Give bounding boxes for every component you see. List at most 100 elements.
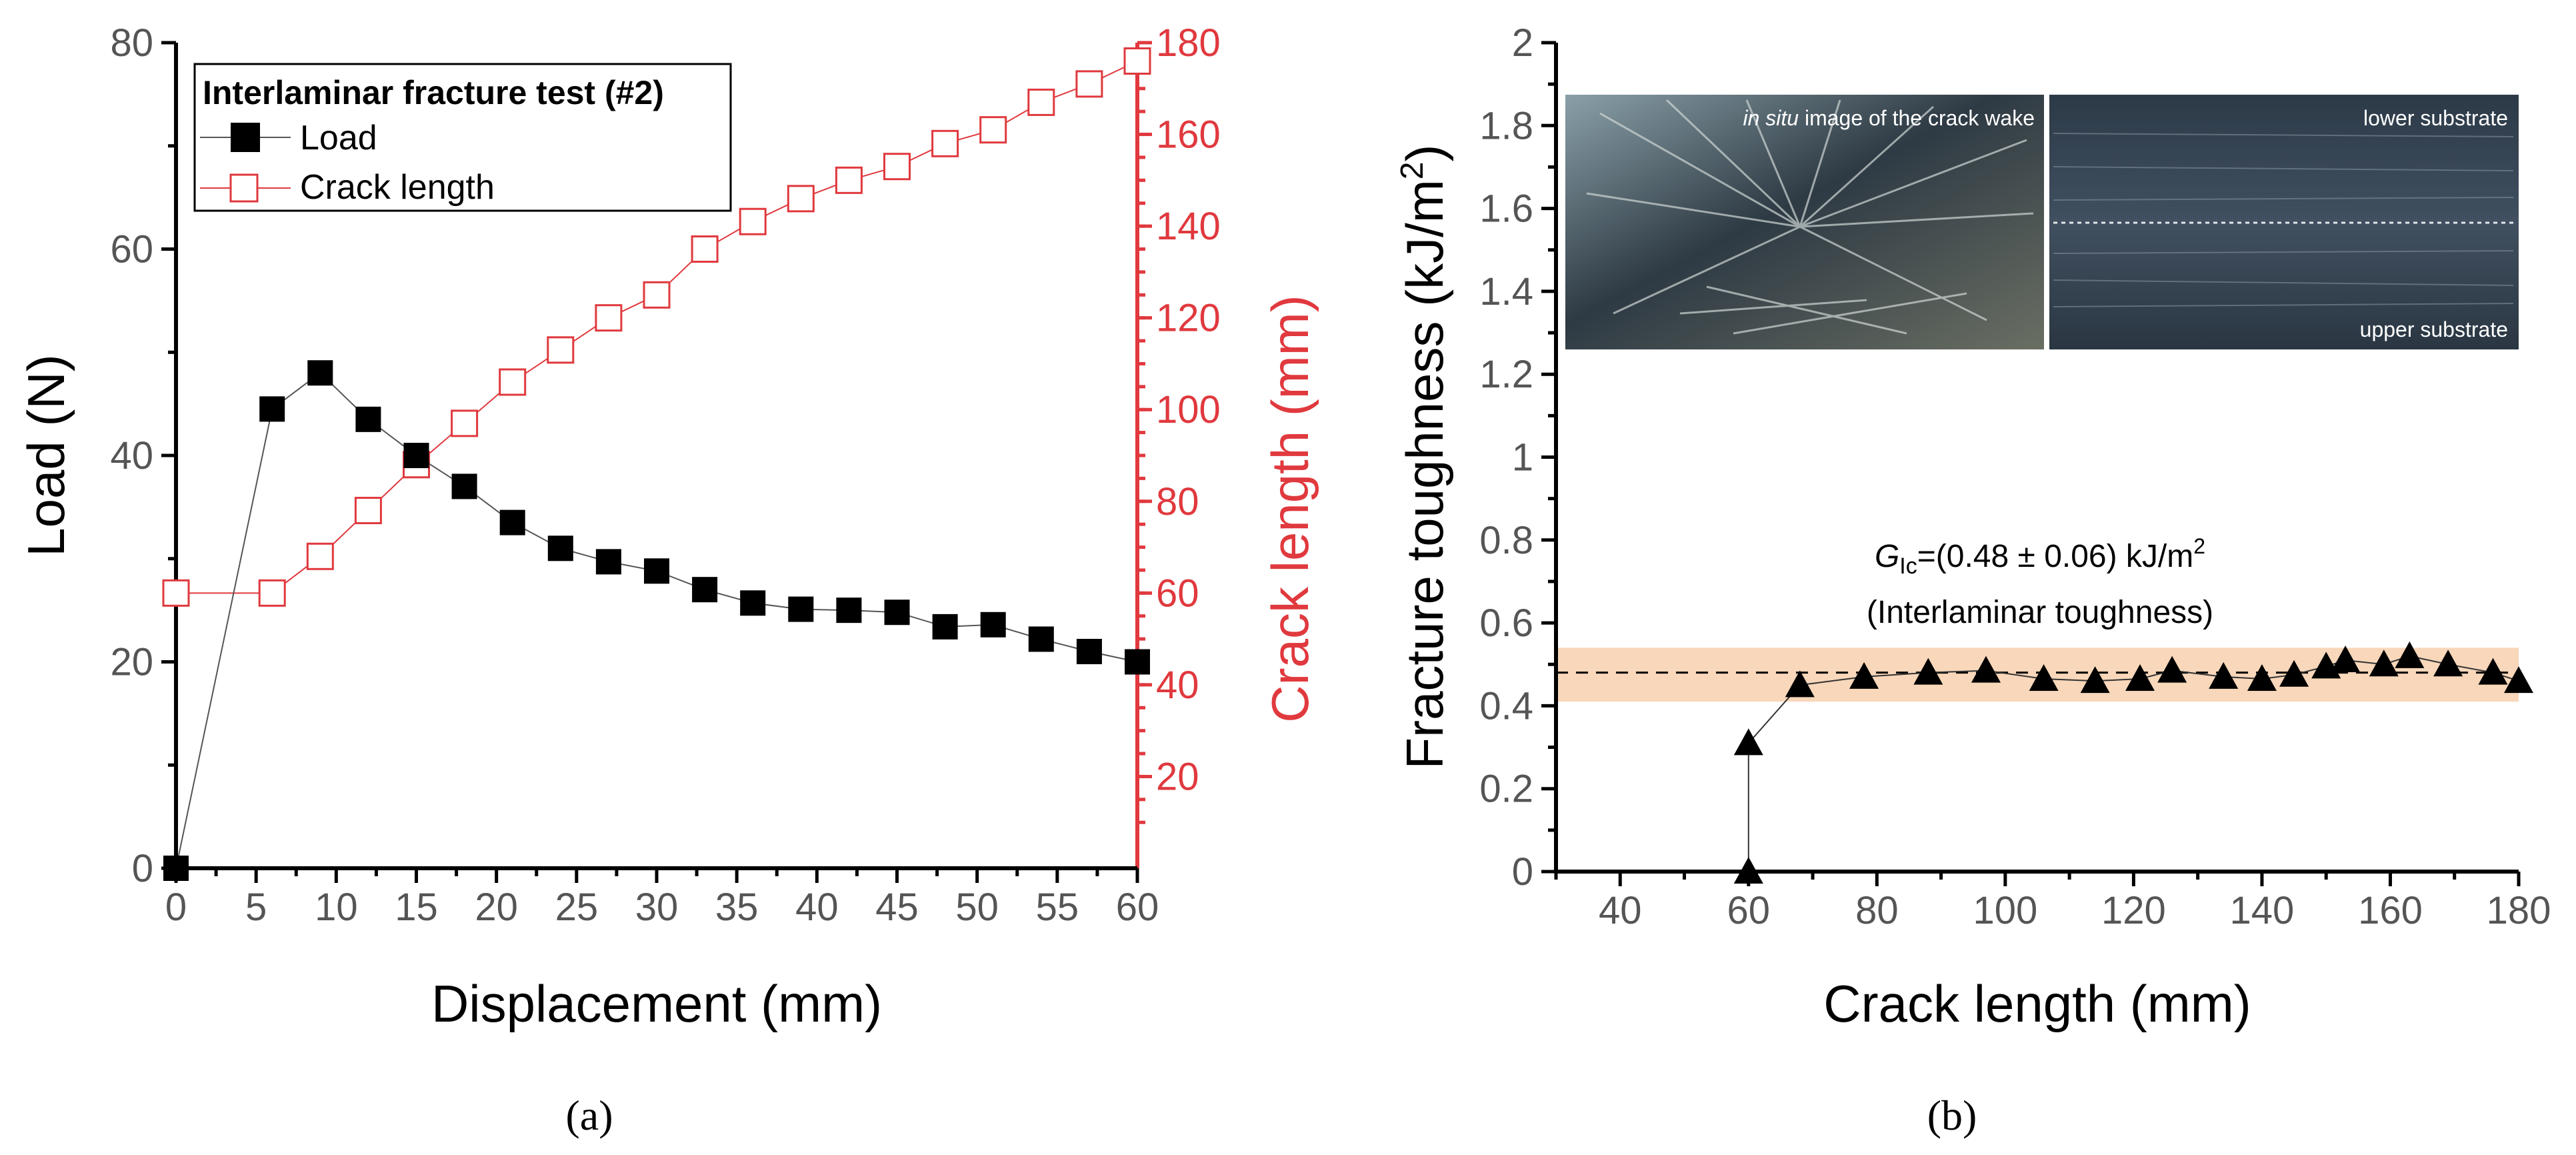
a-load-point: [980, 612, 1006, 638]
b-toughness-point: [2157, 656, 2187, 683]
inset-right-photo: lower substrate upper substrate: [2049, 95, 2519, 349]
b-y-tick-label: 1.8: [1479, 104, 1533, 147]
a-crack-point: [354, 497, 382, 525]
b-toughness-point: [2125, 664, 2155, 692]
a-load-point: [1076, 639, 1102, 665]
b-toughness-point: [1733, 728, 1763, 756]
a-x-tick-label: 50: [955, 886, 999, 929]
a-load-point: [932, 614, 958, 640]
a-load-point: [451, 473, 477, 499]
a-crack-point: [1123, 47, 1151, 75]
b-y-tick-label: 0.4: [1479, 684, 1533, 728]
a-crack-point: [787, 185, 815, 213]
a-load-point: [1125, 649, 1150, 675]
b-x-tick-label: 140: [2230, 889, 2295, 932]
b-x-axis-label: Crack length (mm): [1823, 974, 2251, 1033]
inset-left-label: in situ image of the crack wake: [1743, 106, 2035, 130]
a-load-point: [307, 360, 333, 386]
a-load-point: [740, 590, 766, 616]
a-load-point: [355, 406, 381, 432]
b-toughness-point: [2247, 664, 2277, 692]
a-legend: Interlaminar fracture test (#2) Load Cra…: [193, 63, 732, 212]
b-x-tick-label: 80: [1855, 889, 1899, 932]
b-x-tick-label: 160: [2358, 889, 2423, 932]
a-crack-point: [643, 281, 671, 309]
a-crack-point: [547, 336, 575, 364]
b-x-tick-label: 180: [2487, 889, 2551, 932]
b-toughness-point: [2080, 666, 2110, 694]
a-load-point: [259, 396, 285, 422]
a-x-tick-label: 40: [795, 886, 839, 929]
a-crack-point: [258, 579, 286, 607]
a-legend-crack-marker: [229, 173, 259, 203]
b-y-tick-label: 0.2: [1479, 768, 1533, 811]
a-load-point: [644, 558, 669, 584]
inset-right-label-bottom: upper substrate: [2360, 317, 2508, 341]
a-crack-point: [835, 166, 863, 194]
a-x-axis-label: Displacement (mm): [431, 974, 882, 1033]
a-y2-tick-label: 180: [1156, 21, 1221, 65]
b-toughness-point: [2331, 646, 2361, 673]
a-load-point: [499, 509, 525, 535]
a-y2-tick-label: 120: [1156, 297, 1221, 340]
a-y2-tick-label: 40: [1156, 664, 1199, 707]
panel-a: 0 5 10 15 20 25 30 35 40 45 50 55 60 0 20 40 60 80 20 40 6…: [17, 21, 1319, 1139]
a-y2-tick-label: 20: [1156, 755, 1199, 798]
b-toughness-point: [1849, 662, 1879, 689]
a-y-tick-label: 80: [110, 21, 153, 65]
b-toughness-point: [2478, 658, 2508, 685]
b-y-tick-label: 2: [1512, 21, 1533, 65]
b-toughness-point: [1971, 656, 2001, 683]
b-x-tick-label: 100: [1973, 889, 2037, 932]
a-load-point: [163, 856, 189, 881]
b-std-band: [1556, 648, 2519, 702]
b-x-tick-label: 60: [1727, 889, 1771, 932]
a-legend-title: Interlaminar fracture test (#2): [203, 74, 664, 111]
a-crack-point: [595, 304, 623, 332]
a-y2-tick-label: 80: [1156, 480, 1199, 523]
b-toughness-point: [2029, 664, 2059, 692]
a-crack-point: [739, 207, 767, 235]
a-y-tick-label: 60: [110, 228, 153, 271]
inset-right-streaks: [2053, 133, 2514, 307]
a-crack-series: [162, 47, 1151, 607]
a-legend-crack-label: Crack length: [300, 168, 495, 207]
a-y2-axis-label: Crack length (mm): [1261, 295, 1319, 722]
b-x-tick-label: 40: [1599, 889, 1642, 932]
inset-right-label-top: lower substrate: [2363, 106, 2508, 130]
a-y-axis-label: Load (N): [17, 354, 75, 556]
caption-b: (b): [1927, 1092, 1977, 1139]
b-y-tick-label: 0.6: [1479, 602, 1533, 645]
a-y2-tick-label: 160: [1156, 113, 1221, 157]
a-load-point: [547, 535, 573, 561]
b-x-ticks: 40 60 80 100 120 140 160 180: [1554, 872, 2551, 932]
caption-a: (a): [565, 1092, 613, 1139]
b-y-tick-label: 1: [1512, 436, 1533, 479]
b-toughness-series: [1733, 641, 2533, 884]
b-y-tick-label: 0: [1512, 850, 1533, 894]
a-y2-tick-label: 60: [1156, 571, 1199, 615]
a-crack-point: [1027, 88, 1055, 116]
b-y-tick-label: 1.4: [1479, 270, 1533, 313]
a-crack-point: [306, 542, 334, 570]
a-y-tick-label: 40: [110, 434, 153, 477]
a-legend-load-marker: [231, 123, 260, 152]
b-toughness-point: [2433, 650, 2463, 677]
a-y2-tick-label: 140: [1156, 205, 1221, 248]
b-toughness-point: [2395, 641, 2425, 668]
a-x-tick-label: 30: [635, 886, 679, 929]
a-x-tick-label: 25: [555, 886, 599, 929]
a-y-tick-label: 0: [132, 847, 153, 890]
a-load-point: [788, 596, 814, 622]
a-x-tick-label: 5: [245, 886, 267, 929]
a-x-tick-label: 35: [715, 886, 759, 929]
b-toughness-point: [2279, 660, 2309, 687]
a-x-tick-label: 10: [315, 886, 358, 929]
a-crack-point: [979, 116, 1007, 144]
a-x-tick-label: 20: [475, 886, 518, 929]
a-load-point: [1028, 626, 1054, 652]
a-crack-point: [691, 235, 719, 263]
b-y-ticks: 0 0.2 0.4 0.6 0.8 1 1.2 1.4 1.6 1.8 2: [1479, 21, 1556, 894]
b-y-tick-label: 0.8: [1479, 519, 1533, 562]
